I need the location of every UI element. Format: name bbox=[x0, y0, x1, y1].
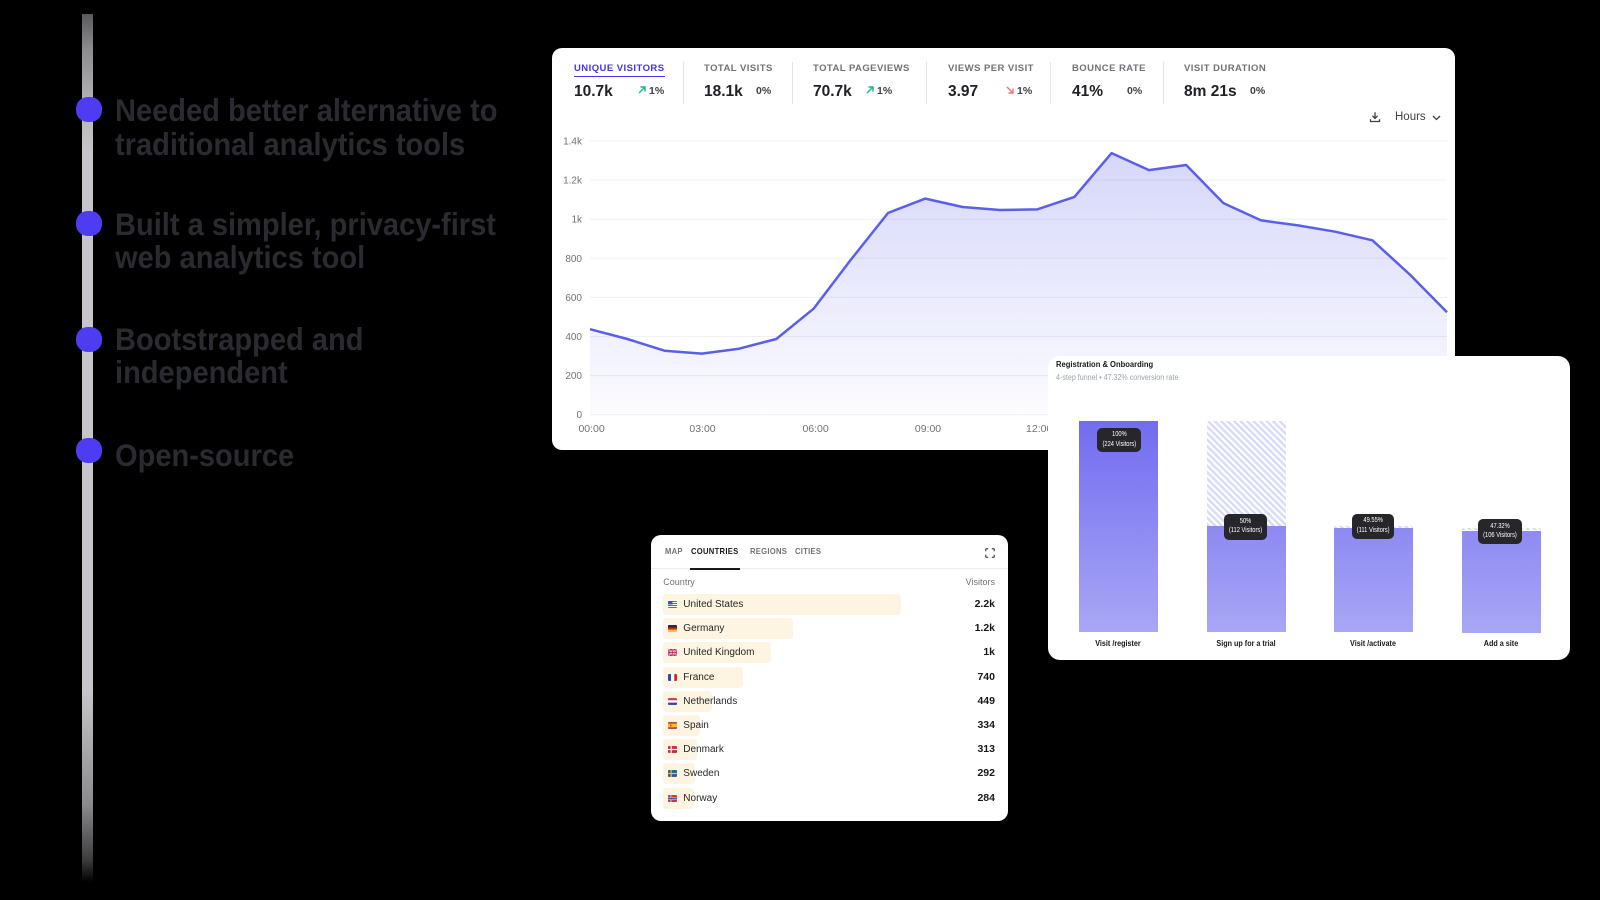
svg-text:09:00: 09:00 bbox=[915, 423, 941, 435]
svg-text:1.2k: 1.2k bbox=[563, 176, 583, 187]
svg-text:1k: 1k bbox=[571, 215, 583, 226]
svg-text:06:00: 06:00 bbox=[802, 423, 828, 435]
svg-text:12:00: 12:00 bbox=[1026, 423, 1052, 435]
svg-text:03:00: 03:00 bbox=[689, 423, 715, 435]
svg-text:800: 800 bbox=[565, 254, 582, 265]
svg-text:1.4k: 1.4k bbox=[563, 137, 583, 148]
svg-text:0: 0 bbox=[576, 410, 582, 421]
svg-text:400: 400 bbox=[565, 332, 582, 343]
svg-text:200: 200 bbox=[565, 371, 582, 382]
svg-text:600: 600 bbox=[565, 293, 582, 304]
svg-text:00:00: 00:00 bbox=[578, 423, 604, 435]
